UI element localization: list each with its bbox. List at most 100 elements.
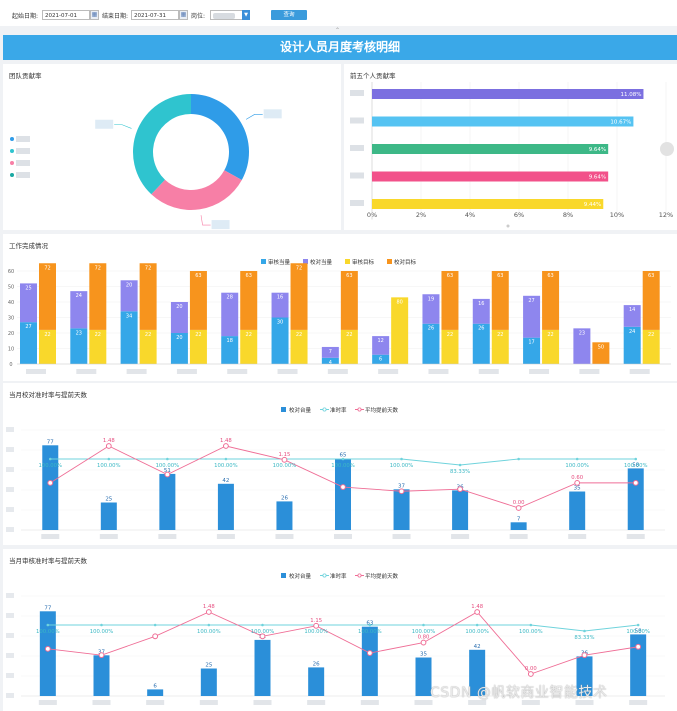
audit-bar bbox=[70, 328, 88, 364]
data-label: 63 bbox=[447, 273, 453, 279]
audit-target-bar bbox=[441, 329, 459, 364]
data-label: 19 bbox=[428, 296, 434, 302]
panel-title: 前五个人贡献率 bbox=[350, 72, 396, 80]
hbar bbox=[372, 144, 609, 154]
rate-line bbox=[47, 624, 639, 632]
audit-target-bar bbox=[39, 329, 56, 364]
days-label: 1.48 bbox=[103, 438, 115, 444]
data-label: 26 bbox=[478, 326, 484, 332]
count-bar bbox=[510, 522, 527, 530]
audit-target-bar bbox=[391, 297, 409, 364]
post-select[interactable] bbox=[210, 10, 243, 20]
data-label: 4 bbox=[329, 360, 332, 366]
data-label: 17 bbox=[528, 340, 534, 346]
audit-bar bbox=[472, 323, 490, 364]
y-tick-label: 50 bbox=[8, 285, 14, 291]
legend-label: 准时率 bbox=[330, 406, 347, 414]
rate-label: 100.00% bbox=[304, 629, 328, 635]
end-date-label: 结束日期: bbox=[102, 13, 129, 20]
hbar bbox=[372, 116, 634, 127]
y-label-blurred bbox=[350, 200, 364, 206]
legend-label: 校对目标 bbox=[394, 258, 417, 266]
label-leader bbox=[114, 124, 132, 129]
panel-title: 团队贡献率 bbox=[9, 72, 42, 80]
y-tick-blurred bbox=[6, 693, 14, 698]
legend-label: 校对当量 bbox=[310, 258, 333, 266]
end-date-input[interactable]: 2021-07-31 bbox=[131, 10, 179, 20]
x-label-blurred bbox=[92, 700, 111, 705]
data-label: 9.64% bbox=[589, 147, 606, 153]
data-label: 25 bbox=[105, 497, 112, 503]
legend-swatch bbox=[281, 573, 286, 578]
rate-point bbox=[207, 623, 211, 627]
rate-point bbox=[575, 457, 579, 461]
legend-label: 平均提前天数 bbox=[365, 572, 399, 580]
x-label-blurred bbox=[509, 534, 528, 539]
rate-point bbox=[400, 457, 403, 461]
data-label: 22 bbox=[195, 332, 201, 338]
x-label-blurred bbox=[146, 700, 165, 705]
y-tick-blurred bbox=[6, 487, 14, 492]
legend-text-blurred bbox=[16, 136, 30, 142]
audit-bar bbox=[20, 322, 37, 364]
calendar-icon[interactable]: ▦ bbox=[90, 10, 99, 20]
rate-point bbox=[153, 623, 157, 627]
data-label: 77 bbox=[44, 605, 51, 611]
data-label: 63 bbox=[195, 273, 201, 279]
work-completion-panel: 工作完成情况 0 10 20 30 40 50 60 审核当量 校对当量 审核目标 校对目标 27 25… bbox=[3, 234, 677, 381]
data-label: 6 bbox=[379, 357, 382, 363]
y-tick-blurred bbox=[6, 613, 14, 618]
check-bar bbox=[170, 302, 188, 333]
chevron-down-icon[interactable]: ▼ bbox=[242, 10, 250, 20]
data-label: 35 bbox=[574, 486, 581, 492]
page-title: 设计人员月度考核明细 bbox=[3, 35, 677, 60]
check-bar bbox=[321, 346, 339, 358]
data-label: 7 bbox=[329, 349, 332, 355]
days-point bbox=[574, 479, 581, 486]
rate-point bbox=[48, 457, 52, 461]
data-label: 22 bbox=[246, 332, 252, 338]
y-label-blurred bbox=[350, 90, 364, 96]
x-label-blurred bbox=[253, 700, 272, 705]
days-point bbox=[164, 471, 171, 478]
audit-target-bar bbox=[240, 329, 258, 364]
count-bar bbox=[576, 656, 593, 696]
legend-dot bbox=[10, 137, 14, 141]
calendar-icon[interactable]: ▦ bbox=[179, 10, 188, 20]
data-label: 65 bbox=[340, 453, 347, 459]
rate-label: 100.00% bbox=[97, 463, 121, 469]
audit-target-bar bbox=[189, 329, 207, 364]
rate-label: 100.00% bbox=[331, 463, 355, 469]
x-label-blurred bbox=[76, 369, 97, 374]
legend-swatch bbox=[345, 259, 350, 264]
x-label-blurred bbox=[575, 700, 594, 705]
y-label-blurred bbox=[350, 172, 364, 179]
check-target-bar bbox=[89, 263, 107, 330]
legend-label: 校对台量 bbox=[289, 406, 312, 414]
rate-label: 100.00% bbox=[565, 463, 589, 469]
days-label: 1.15 bbox=[279, 452, 291, 458]
check-target-bar bbox=[441, 271, 459, 330]
days-label: 0.80 bbox=[418, 635, 430, 641]
start-date-input[interactable]: 2021-07-01 bbox=[42, 10, 90, 20]
y-label-blurred bbox=[350, 117, 364, 124]
donut-slice bbox=[132, 94, 191, 195]
donut-chart bbox=[10, 94, 282, 230]
collapse-icon[interactable]: ⌃ bbox=[335, 27, 341, 34]
data-label: 22 bbox=[95, 332, 101, 338]
data-label: 63 bbox=[366, 621, 373, 627]
check-bar bbox=[221, 292, 239, 337]
legend-text-blurred bbox=[16, 160, 30, 166]
data-label: 23 bbox=[579, 330, 585, 336]
query-button[interactable]: 查询 bbox=[271, 10, 307, 20]
legend-swatch bbox=[281, 407, 286, 412]
x-label-blurred bbox=[158, 534, 177, 539]
days-point bbox=[527, 671, 534, 677]
check-target-bar bbox=[340, 271, 358, 330]
filter-toolbar: 起始日期: 2021-07-01 ▦ 结束日期: 2021-07-31 ▦ 岗位… bbox=[0, 0, 677, 26]
check-bar bbox=[623, 305, 641, 327]
data-label: 22 bbox=[648, 332, 654, 338]
rate-point bbox=[636, 623, 640, 627]
days-point bbox=[44, 645, 51, 652]
y-tick-label: 30 bbox=[8, 316, 14, 322]
